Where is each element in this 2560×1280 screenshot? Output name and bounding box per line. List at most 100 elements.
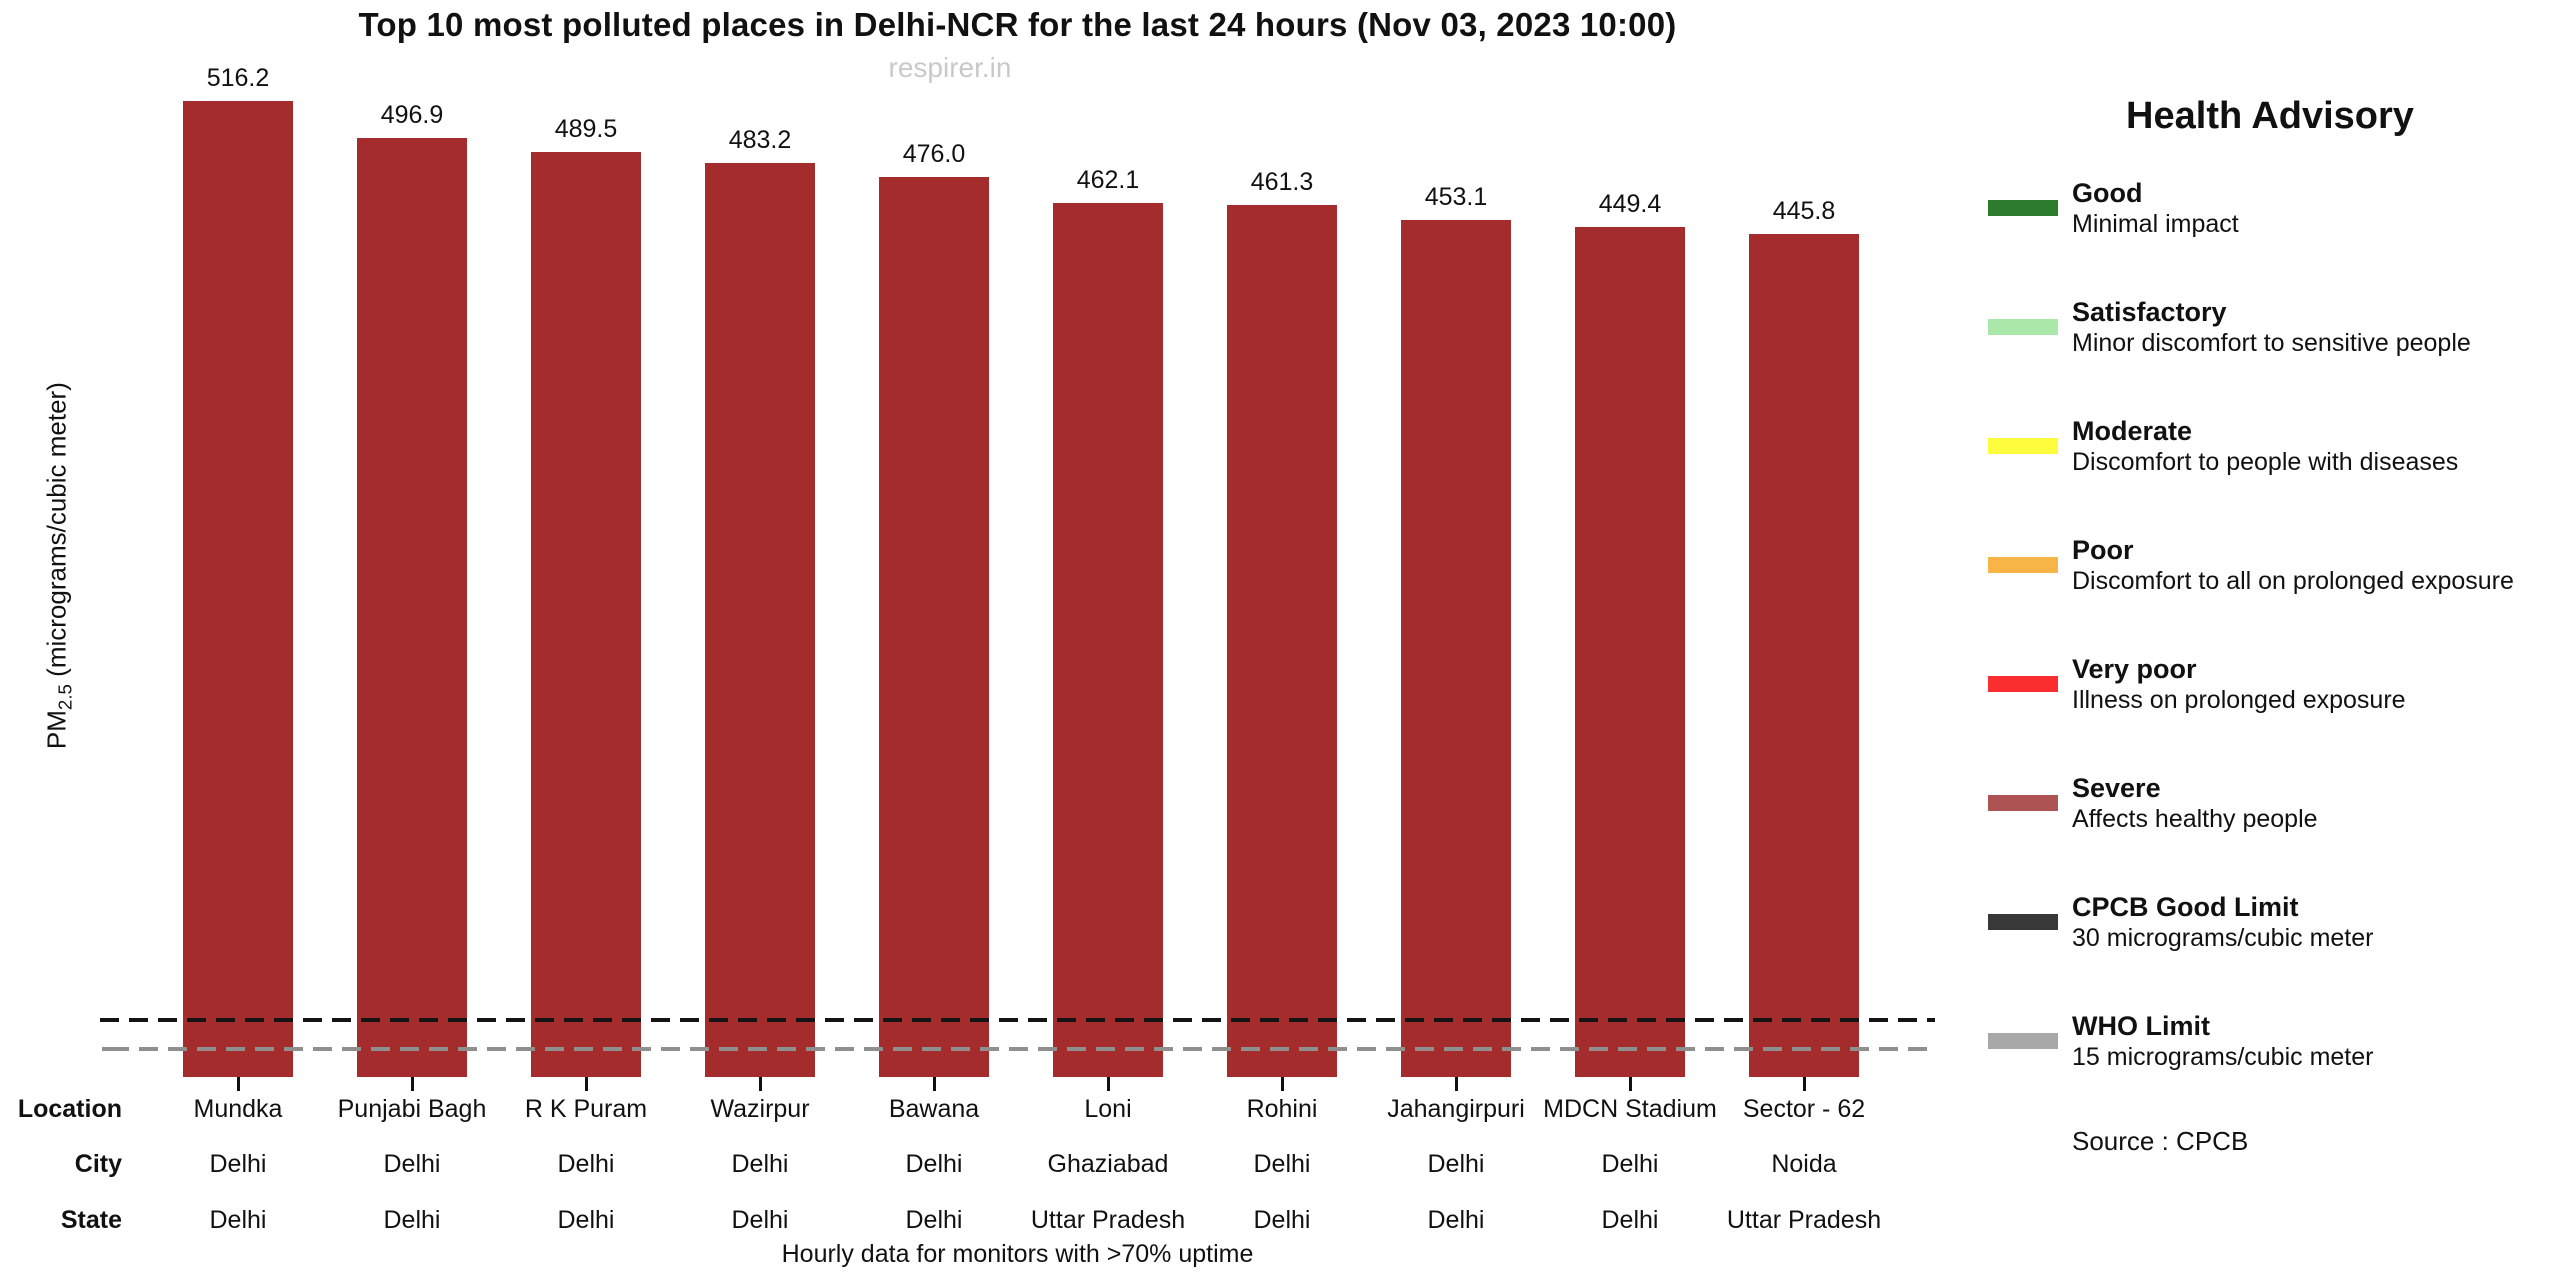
city-label-sector-62: Noida (1771, 1150, 1837, 1178)
row-header-location: Location (17, 1095, 122, 1123)
y-axis-label-subscript: 2.5 (54, 684, 76, 711)
bar-r-k-puram (531, 152, 641, 1077)
city-label-r-k-puram: Delhi (557, 1150, 615, 1178)
city-label-rohini: Delhi (1253, 1150, 1311, 1178)
row-header-city: City (74, 1150, 122, 1178)
x-tick-bawana (933, 1077, 936, 1091)
legend-label-good: Good (2072, 178, 2143, 208)
city-label-wazirpur: Delhi (731, 1150, 789, 1178)
legend-item-moderate: Moderate Discomfort to people with diseas… (1988, 415, 2560, 511)
legend-swatch-satisfactory (1988, 319, 2058, 335)
location-label-mdcn-stadium: MDCN Stadium (1543, 1095, 1717, 1123)
legend-swatch-poor (1988, 557, 2058, 573)
city-label-mdcn-stadium: Delhi (1601, 1150, 1659, 1178)
bar-value-mundka: 516.2 (206, 64, 270, 92)
bar-value-jahangirpuri: 453.1 (1424, 183, 1488, 211)
city-label-mundka: Delhi (209, 1150, 267, 1178)
legend-label-who-limit: WHO Limit (2072, 1011, 2210, 1041)
legend-swatch-who-limit (1988, 1033, 2058, 1049)
x-tick-sector-62 (1803, 1077, 1806, 1091)
chart-title: Top 10 most polluted places in Delhi-NCR… (358, 6, 1677, 43)
source-label: Source : CPCB (2072, 1126, 2249, 1156)
bar-punjabi-bagh (357, 138, 467, 1077)
bar-rohini (1227, 205, 1337, 1077)
row-header-state: State (60, 1206, 122, 1234)
bar-mdcn-stadium (1575, 227, 1685, 1077)
city-label-jahangirpuri: Delhi (1427, 1150, 1485, 1178)
x-tick-wazirpur (759, 1077, 762, 1091)
legend-desc-good: Minimal impact (2072, 210, 2239, 238)
legend-desc-severe: Affects healthy people (2072, 805, 2318, 833)
legend-item-good: Good Minimal impact (1988, 177, 2560, 273)
legend-desc-satisfactory: Minor discomfort to sensitive people (2072, 329, 2471, 357)
x-tick-rohini (1281, 1077, 1284, 1091)
legend-label-cpcb-good-limit: CPCB Good Limit (2072, 892, 2299, 922)
location-label-loni: Loni (1084, 1095, 1132, 1123)
legend-item-cpcb-good-limit: CPCB Good Limit 30 micrograms/cubic meter (1988, 891, 2560, 987)
location-label-sector-62: Sector - 62 (1742, 1095, 1866, 1123)
location-label-jahangirpuri: Jahangirpuri (1387, 1095, 1525, 1123)
bar-jahangirpuri (1401, 220, 1511, 1077)
city-label-bawana: Delhi (905, 1150, 963, 1178)
state-label-r-k-puram: Delhi (557, 1206, 615, 1234)
bar-value-r-k-puram: 489.5 (554, 115, 618, 143)
city-label-punjabi-bagh: Delhi (383, 1150, 441, 1178)
who-limit-line (100, 1047, 1935, 1051)
location-label-rohini: Rohini (1246, 1095, 1318, 1123)
x-axis-location-row: Location Mundka Punjabi Bagh R K Puram Wazi… (0, 1092, 2560, 1126)
bar-value-loni: 462.1 (1076, 166, 1140, 194)
legend-desc-poor: Discomfort to all on prolonged exposure (2072, 567, 2514, 595)
bar-mundka (183, 101, 293, 1077)
legend-label-very-poor: Very poor (2072, 654, 2197, 684)
x-tick-loni (1107, 1077, 1110, 1091)
bar-bawana (879, 177, 989, 1077)
x-tick-r-k-puram (585, 1077, 588, 1091)
legend-swatch-moderate (1988, 438, 2058, 454)
bar-value-rohini: 461.3 (1250, 168, 1314, 196)
y-axis-label-suffix: (micrograms/cubic meter) (41, 382, 72, 685)
legend-desc-moderate: Discomfort to people with diseases (2072, 448, 2459, 476)
footnote: Hourly data for monitors with >70% uptim… (781, 1240, 1254, 1268)
location-label-mundka: Mundka (193, 1095, 283, 1123)
bar-sector-62 (1749, 234, 1859, 1077)
legend-item-severe: Severe Affects healthy people (1988, 772, 2560, 868)
x-tick-punjabi-bagh (411, 1077, 414, 1091)
y-axis-label: PM2.5 (micrograms/cubic meter) (41, 261, 76, 871)
state-label-rohini: Delhi (1253, 1206, 1311, 1234)
bar-wazirpur (705, 163, 815, 1077)
bar-value-sector-62: 445.8 (1772, 197, 1836, 225)
state-label-punjabi-bagh: Delhi (383, 1206, 441, 1234)
plot-area: 516.2 496.9 489.5 483.2 476.0 462.1 461.3 453.1… (100, 55, 1935, 1091)
bar-value-mdcn-stadium: 449.4 (1598, 190, 1662, 218)
bar-loni (1053, 203, 1163, 1077)
location-label-punjabi-bagh: Punjabi Bagh (337, 1095, 487, 1123)
legend-title: Health Advisory (2126, 95, 2414, 137)
state-label-bawana: Delhi (905, 1206, 963, 1234)
legend-label-severe: Severe (2072, 773, 2161, 803)
legend-desc-cpcb-good-limit: 30 micrograms/cubic meter (2072, 924, 2374, 952)
legend-swatch-very-poor (1988, 676, 2058, 692)
x-tick-mundka (237, 1077, 240, 1091)
x-tick-mdcn-stadium (1629, 1077, 1632, 1091)
location-label-r-k-puram: R K Puram (524, 1095, 648, 1123)
state-label-mdcn-stadium: Delhi (1601, 1206, 1659, 1234)
legend-swatch-severe (1988, 795, 2058, 811)
legend-item-who-limit: WHO Limit 15 micrograms/cubic meter (1988, 1010, 2560, 1106)
y-axis-label-prefix: PM (41, 710, 72, 750)
legend-desc-very-poor: Illness on prolonged exposure (2072, 686, 2406, 714)
bar-value-punjabi-bagh: 496.9 (380, 101, 444, 129)
cpcb-good-limit-line (100, 1018, 1935, 1022)
state-label-jahangirpuri: Delhi (1427, 1206, 1485, 1234)
legend-item-very-poor: Very poor Illness on prolonged exposure (1988, 653, 2560, 749)
location-label-bawana: Bawana (888, 1095, 980, 1123)
legend-desc-who-limit: 15 micrograms/cubic meter (2072, 1043, 2374, 1071)
location-label-wazirpur: Wazirpur (710, 1095, 810, 1123)
bar-value-bawana: 476.0 (902, 140, 966, 168)
x-axis-state-row: State Delhi Delhi Delhi Delhi Delhi Uttar Pra… (0, 1203, 2560, 1237)
legend-item-satisfactory: Satisfactory Minor discomfort to sensitiv… (1988, 296, 2560, 392)
watermark: respirer.in (888, 52, 1012, 83)
legend-item-poor: Poor Discomfort to all on prolonged expos… (1988, 534, 2560, 630)
state-label-loni: Uttar Pradesh (1030, 1206, 1186, 1234)
x-tick-jahangirpuri (1455, 1077, 1458, 1091)
